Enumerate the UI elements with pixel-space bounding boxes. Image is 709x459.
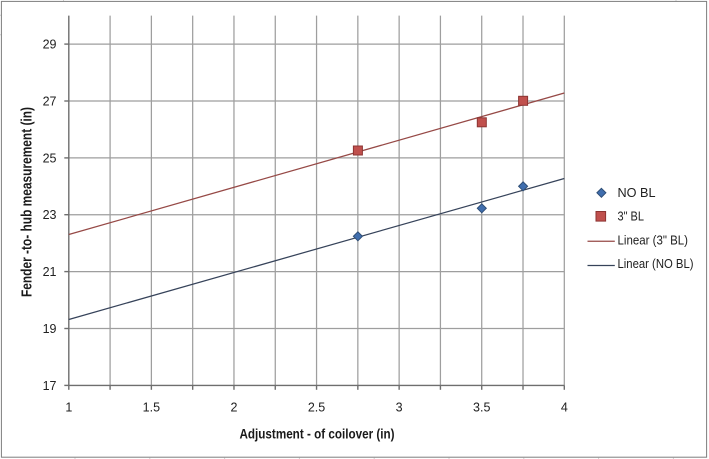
svg-text:29: 29 xyxy=(43,38,57,52)
svg-text:17: 17 xyxy=(43,379,57,393)
svg-text:Fender -to- hub measurement (i: Fender -to- hub measurement (in) xyxy=(20,107,36,297)
svg-text:3" BL: 3" BL xyxy=(618,210,645,224)
svg-text:23: 23 xyxy=(43,208,57,222)
svg-text:25: 25 xyxy=(43,151,57,165)
svg-text:Adjustment - of coilover (in): Adjustment - of coilover (in) xyxy=(240,426,395,442)
svg-text:3: 3 xyxy=(396,401,403,415)
svg-text:1: 1 xyxy=(65,401,72,415)
svg-text:4: 4 xyxy=(561,401,568,415)
svg-text:NO BL: NO BL xyxy=(618,186,656,200)
svg-text:19: 19 xyxy=(43,322,57,336)
svg-text:21: 21 xyxy=(43,265,57,279)
svg-text:Linear (NO BL): Linear (NO BL) xyxy=(618,257,694,271)
svg-text:1.5: 1.5 xyxy=(143,401,160,415)
svg-text:Linear (3" BL): Linear (3" BL) xyxy=(618,233,689,247)
svg-text:27: 27 xyxy=(43,94,57,108)
svg-text:3.5: 3.5 xyxy=(473,401,490,415)
svg-text:2.5: 2.5 xyxy=(308,401,325,415)
svg-text:2: 2 xyxy=(230,401,237,415)
